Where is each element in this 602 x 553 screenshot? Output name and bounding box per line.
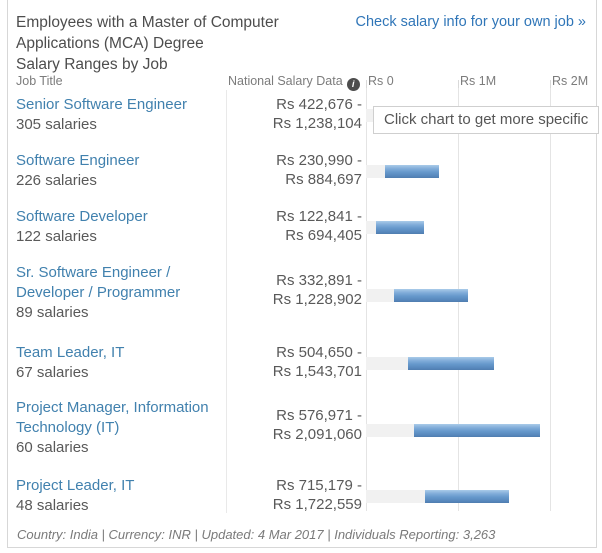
gridline-rs2m [550, 88, 551, 511]
chart-tooltip: Click chart to get more specific [373, 106, 600, 134]
table-row: Project Manager, Information Technology … [8, 398, 596, 476]
column-separator [226, 90, 227, 513]
axis-tick-mark [366, 80, 367, 88]
job-title-link[interactable]: Software Developer [16, 208, 148, 225]
salary-min-label: Rs 504,650 - [276, 344, 362, 361]
national-salary-data-label: National Salary Data [228, 74, 343, 88]
job-title-link[interactable]: Project Manager, Information Technology … [16, 399, 209, 436]
salary-min-label: Rs 422,676 - [276, 96, 362, 113]
salary-min-label: Rs 576,971 - [276, 407, 362, 424]
bar-track [366, 221, 376, 234]
job-title-link[interactable]: Senior Software Engineer [16, 96, 187, 113]
bar-track [366, 165, 385, 178]
salary-max-label: Rs 1,543,701 [272, 363, 362, 380]
salary-max-label: Rs 2,091,060 [272, 426, 362, 443]
job-title-link[interactable]: Software Engineer [16, 152, 140, 169]
salaries-count: 89 salaries [16, 304, 89, 321]
salary-table: Senior Software Engineer 305 salaries Rs… [8, 95, 596, 522]
axis-tick-mark [458, 80, 459, 88]
column-job-title: Job Title [16, 74, 63, 88]
salary-min-label: Rs 715,179 - [276, 477, 362, 494]
salaries-count: 226 salaries [16, 172, 97, 189]
page-title: Employees with a Master of Computer Appl… [16, 12, 356, 75]
axis-tick-rs2m: Rs 2M [552, 74, 589, 88]
job-cell: Project Leader, IT 48 salaries [16, 476, 226, 522]
axis-tick-rs0: Rs 0 [368, 74, 394, 88]
axis-tick-rs1m: Rs 1M [460, 74, 497, 88]
header: Employees with a Master of Computer Appl… [8, 0, 596, 75]
bar-fill [385, 165, 439, 178]
job-title-link[interactable]: Project Leader, IT [16, 477, 135, 494]
job-cell: Team Leader, IT 67 salaries [16, 343, 226, 398]
salary-range-bar[interactable] [366, 221, 596, 234]
salary-max-label: Rs 694,405 [285, 227, 362, 244]
salaries-count: 122 salaries [16, 228, 97, 245]
salaries-count: 48 salaries [16, 497, 89, 514]
salary-range-cell: Rs 715,179 - Rs 1,722,559 [226, 476, 366, 522]
column-national-salary-data: National Salary Data i [228, 74, 360, 91]
bar-fill [414, 424, 540, 437]
chart-title: Employees with a Master of Computer Appl… [16, 14, 279, 52]
salary-range-cell: Rs 332,891 - Rs 1,228,902 [226, 263, 366, 343]
salary-min-label: Rs 230,990 - [276, 152, 362, 169]
bar-track [366, 289, 394, 302]
chart-subtitle: Salary Ranges by Job [16, 56, 168, 73]
axis-tick-mark [550, 80, 551, 88]
chart-cell[interactable] [366, 151, 596, 207]
salary-chart-card: Employees with a Master of Computer Appl… [7, 0, 600, 548]
bar-fill [394, 289, 468, 302]
table-row: Software Engineer 226 salaries Rs 230,99… [8, 151, 596, 207]
table-row: Software Developer 122 salaries Rs 122,8… [8, 207, 596, 263]
job-title-link[interactable]: Team Leader, IT [16, 344, 125, 361]
salaries-count: 60 salaries [16, 439, 89, 456]
salary-range-bar[interactable] [366, 289, 596, 302]
salary-range-cell: Rs 504,650 - Rs 1,543,701 [226, 343, 366, 398]
bar-track [366, 490, 425, 503]
salary-range-cell: Rs 422,676 - Rs 1,238,104 [226, 95, 366, 151]
job-cell: Project Manager, Information Technology … [16, 398, 226, 476]
job-cell: Sr. Software Engineer / Developer / Prog… [16, 263, 226, 343]
salary-range-cell: Rs 122,841 - Rs 694,405 [226, 207, 366, 263]
salary-max-label: Rs 884,697 [285, 171, 362, 188]
job-cell: Senior Software Engineer 305 salaries [16, 95, 226, 151]
salary-min-label: Rs 122,841 - [276, 208, 362, 225]
chart-cell[interactable] [366, 476, 596, 522]
bar-fill [376, 221, 424, 234]
salary-max-label: Rs 1,238,104 [272, 115, 362, 132]
salaries-count: 305 salaries [16, 116, 97, 133]
salary-range-bar[interactable] [366, 357, 596, 370]
chart-cell[interactable] [366, 398, 596, 476]
bar-track [366, 424, 414, 437]
job-cell: Software Engineer 226 salaries [16, 151, 226, 207]
salary-max-label: Rs 1,722,559 [272, 496, 362, 513]
table-row: Project Leader, IT 48 salaries Rs 715,17… [8, 476, 596, 522]
salary-min-label: Rs 332,891 - [276, 272, 362, 289]
info-icon[interactable]: i [346, 78, 360, 91]
table-row: Sr. Software Engineer / Developer / Prog… [8, 263, 596, 343]
salary-range-cell: Rs 576,971 - Rs 2,091,060 [226, 398, 366, 476]
bar-fill [408, 357, 494, 370]
salary-range-bar[interactable] [366, 165, 596, 178]
footer-meta: Country: India | Currency: INR | Updated… [17, 527, 496, 542]
column-header: Job Title National Salary Data i Rs 0 Rs … [8, 71, 596, 92]
bar-track [366, 357, 408, 370]
salary-range-bar[interactable] [366, 424, 596, 437]
job-title-link[interactable]: Sr. Software Engineer / Developer / Prog… [16, 264, 181, 301]
salary-range-bar[interactable] [366, 490, 596, 503]
chart-cell[interactable] [366, 343, 596, 398]
salary-range-cell: Rs 230,990 - Rs 884,697 [226, 151, 366, 207]
table-row: Team Leader, IT 67 salaries Rs 504,650 -… [8, 343, 596, 398]
chart-cell[interactable] [366, 207, 596, 263]
check-salary-link[interactable]: Check salary info for your own job » [355, 14, 587, 30]
chart-cell[interactable] [366, 263, 596, 343]
job-cell: Software Developer 122 salaries [16, 207, 226, 263]
salaries-count: 67 salaries [16, 364, 89, 381]
salary-max-label: Rs 1,228,902 [272, 291, 362, 308]
bar-fill [425, 490, 509, 503]
